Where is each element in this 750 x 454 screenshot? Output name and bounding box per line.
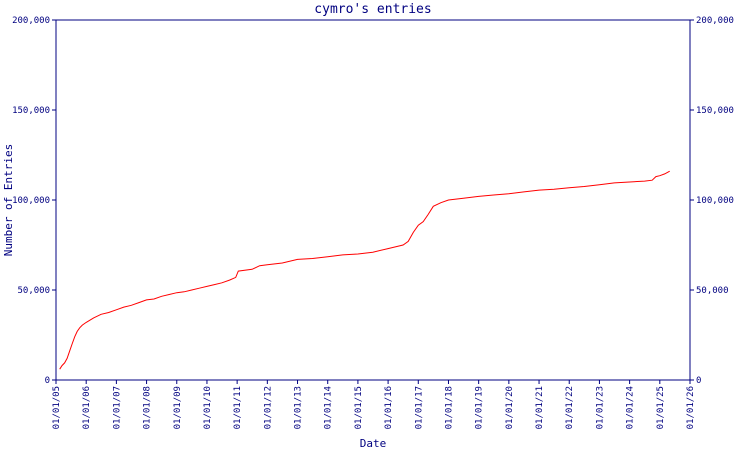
y-axis-label: Number of Entries (2, 144, 15, 257)
x-tick-label: 01/01/05 (52, 386, 62, 429)
x-tick-label: 01/01/08 (143, 386, 153, 429)
y-tick-label: 0 (45, 376, 50, 386)
x-tick-label: 01/01/26 (686, 386, 696, 429)
x-tick-label: 01/01/22 (565, 386, 575, 429)
left-y-axis: 0 50,000 100,000 150,000 200,000 (12, 16, 56, 386)
x-tick-label: 01/01/12 (263, 386, 273, 429)
y-tick-label: 200,000 (12, 16, 50, 26)
y-tick-label: 50,000 (696, 286, 729, 296)
x-tick-label: 01/01/18 (444, 386, 454, 429)
x-tick-label: 01/01/15 (354, 386, 364, 429)
x-tick-label: 01/01/21 (535, 386, 545, 429)
y-tick-label: 150,000 (696, 106, 734, 116)
series-line (59, 170, 670, 370)
x-tick-label: 01/01/07 (112, 386, 122, 429)
x-tick-label: 01/01/14 (324, 386, 334, 429)
x-tick-label: 01/01/20 (505, 386, 515, 429)
x-tick-label: 01/01/19 (475, 386, 485, 429)
y-tick-label: 100,000 (696, 196, 734, 206)
x-tick-label: 01/01/11 (233, 386, 243, 429)
chart-title: cymro's entries (314, 2, 431, 17)
x-tick-label: 01/01/09 (173, 386, 183, 429)
y-tick-label: 200,000 (696, 16, 734, 26)
x-tick-label: 01/01/17 (414, 386, 424, 429)
x-tick-label: 01/01/06 (82, 386, 92, 429)
x-tick-label: 01/01/16 (384, 386, 394, 429)
y-tick-label: 100,000 (12, 196, 50, 206)
y-tick-label: 150,000 (12, 106, 50, 116)
right-y-axis: 0 50,000 100,000 150,000 200,000 (690, 16, 734, 386)
y-tick-label: 0 (696, 376, 701, 386)
plot-frame (55, 19, 691, 381)
x-tick-label: 01/01/10 (203, 386, 213, 429)
x-tick-label: 01/01/24 (626, 386, 636, 429)
x-axis: 01/01/05 01/01/06 01/01/07 01/01/08 01/01/09… (52, 380, 696, 429)
x-tick-label: 01/01/23 (595, 386, 605, 429)
x-axis-label: Date (360, 437, 387, 450)
y-tick-label: 50,000 (17, 286, 50, 296)
x-tick-label: 01/01/25 (656, 386, 666, 429)
x-tick-label: 01/01/13 (294, 386, 304, 429)
